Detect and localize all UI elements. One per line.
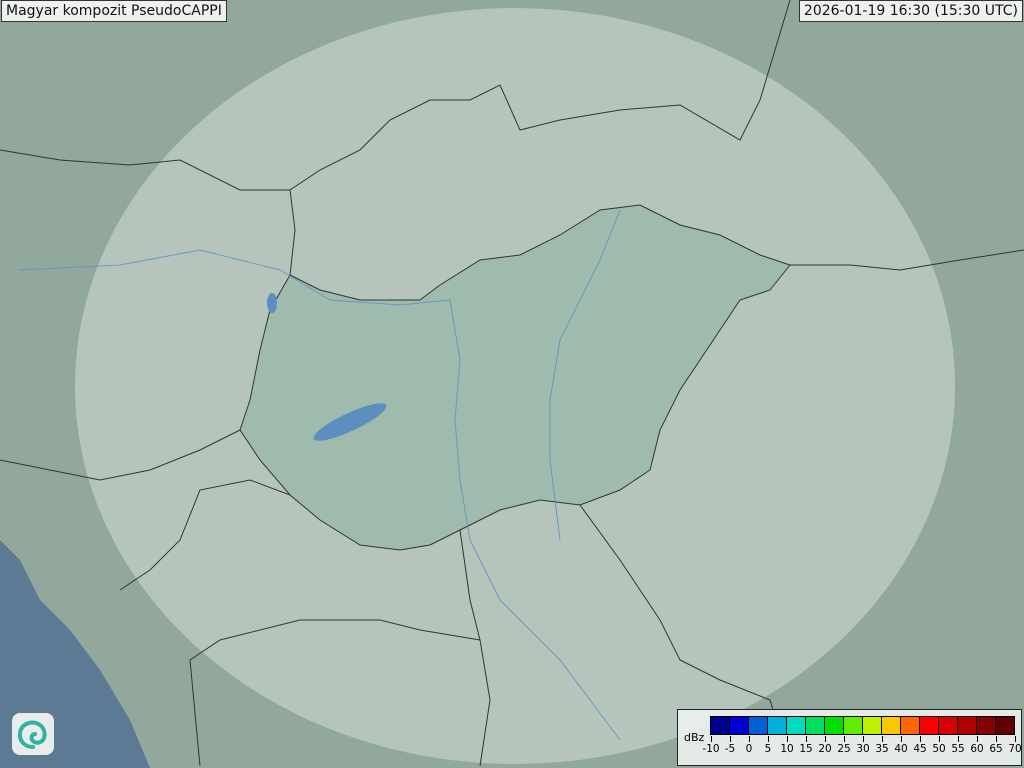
legend-swatch bbox=[901, 717, 920, 734]
legend-swatch bbox=[996, 717, 1014, 734]
map-title: Magyar kompozit PseudoCAPPI bbox=[1, 0, 227, 22]
adriatic-sea bbox=[0, 540, 150, 768]
legend-swatch bbox=[711, 717, 730, 734]
timestamp: 2026-01-19 16:30 (15:30 UTC) bbox=[798, 0, 1023, 22]
lake-balaton bbox=[313, 403, 387, 441]
legend-tick-label: 70 bbox=[1008, 743, 1022, 755]
legend-tick-mark bbox=[730, 736, 731, 742]
legend-tick-label: 45 bbox=[913, 743, 927, 755]
legend-tick-label: 5 bbox=[764, 743, 772, 755]
dbz-legend: dBz -10 -5 0 5 10 15 20 25 30 35 40 45 50 55 60 65 70 bbox=[677, 709, 1022, 766]
legend-tick-label: 60 bbox=[970, 743, 984, 755]
legend-swatch bbox=[920, 717, 939, 734]
legend-color-bar bbox=[710, 716, 1015, 735]
lake-neusiedl bbox=[267, 293, 277, 313]
legend-tick-label: 30 bbox=[856, 743, 870, 755]
legend-tick-mark bbox=[920, 736, 921, 742]
legend-tick-label: 40 bbox=[894, 743, 908, 755]
legend-swatch bbox=[768, 717, 787, 734]
legend-tick-mark bbox=[996, 736, 997, 742]
legend-swatch bbox=[958, 717, 977, 734]
legend-tick-label: 25 bbox=[837, 743, 851, 755]
legend-tick-mark bbox=[863, 736, 864, 742]
legend-tick-label: 35 bbox=[875, 743, 889, 755]
legend-tick-mark bbox=[768, 736, 769, 742]
legend-tick-mark bbox=[939, 736, 940, 742]
legend-swatch bbox=[749, 717, 768, 734]
legend-ticks: -10 -5 0 5 10 15 20 25 30 35 40 45 50 55 60 65 70 bbox=[702, 736, 1022, 761]
legend-swatch bbox=[863, 717, 882, 734]
legend-swatch bbox=[787, 717, 806, 734]
swirl-logo-icon bbox=[12, 713, 54, 755]
legend-swatch bbox=[844, 717, 863, 734]
legend-tick-mark bbox=[958, 736, 959, 742]
legend-tick-label: 20 bbox=[818, 743, 832, 755]
legend-tick-mark bbox=[901, 736, 902, 742]
legend-tick-mark bbox=[1015, 736, 1016, 742]
legend-tick-label: -10 bbox=[702, 743, 720, 755]
legend-tick-mark bbox=[825, 736, 826, 742]
legend-swatch bbox=[806, 717, 825, 734]
legend-swatch bbox=[977, 717, 996, 734]
legend-tick-label: 50 bbox=[932, 743, 946, 755]
legend-tick-mark bbox=[844, 736, 845, 742]
rivers bbox=[19, 209, 621, 741]
legend-swatch bbox=[825, 717, 844, 734]
legend-tick-mark bbox=[749, 736, 750, 742]
legend-tick-label: 55 bbox=[951, 743, 965, 755]
legend-tick-mark bbox=[711, 736, 712, 742]
legend-tick-label: 0 bbox=[745, 743, 753, 755]
legend-tick-label: 10 bbox=[780, 743, 794, 755]
legend-unit: dBz bbox=[684, 731, 705, 744]
legend-tick-mark bbox=[977, 736, 978, 742]
legend-tick-label: 15 bbox=[799, 743, 813, 755]
legend-tick-label: 65 bbox=[989, 743, 1003, 755]
legend-tick-mark bbox=[882, 736, 883, 742]
legend-tick-mark bbox=[806, 736, 807, 742]
legend-swatch bbox=[939, 717, 958, 734]
hungary-territory bbox=[240, 205, 790, 550]
legend-swatch bbox=[730, 717, 749, 734]
legend-tick-label: -5 bbox=[724, 743, 736, 755]
legend-swatch bbox=[882, 717, 901, 734]
legend-tick-mark bbox=[787, 736, 788, 742]
